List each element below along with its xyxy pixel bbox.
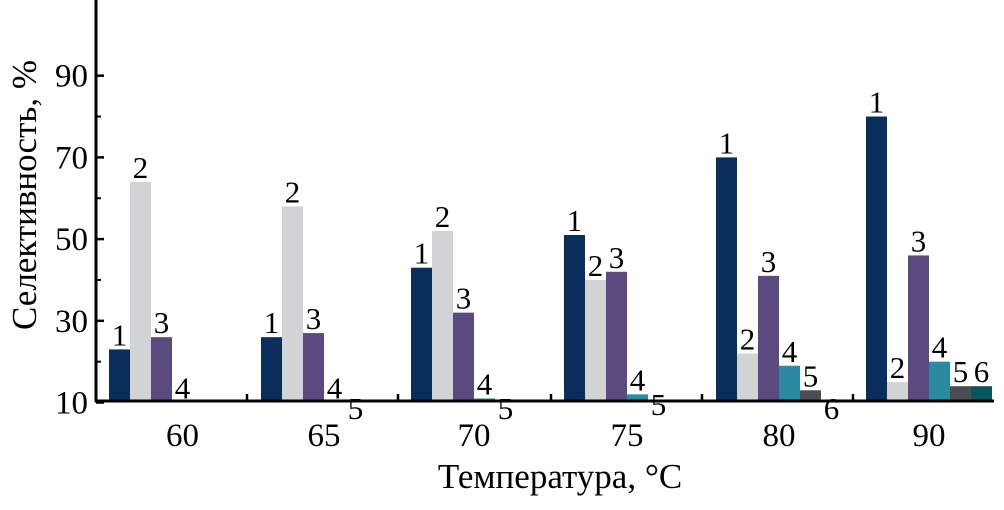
bar-label-series-4-80: 4 <box>782 334 798 369</box>
x-tick-label-90: 90 <box>913 418 946 454</box>
bar-label-series-4-75: 4 <box>630 362 646 397</box>
bar-label-series-1-75: 1 <box>567 203 583 238</box>
bar-label-series-3-60: 3 <box>154 305 170 340</box>
bar-label-series-5-65: 5 <box>348 391 364 426</box>
bar-series-2-80 <box>737 353 758 401</box>
bar-series-4-90 <box>929 361 950 401</box>
y-tick-label-50: 50 <box>55 222 88 258</box>
y-tick-label-30: 30 <box>55 304 88 340</box>
bar-label-series-5-90: 5 <box>953 354 969 389</box>
y-ticks-group: 10 30 50 70 90 <box>55 59 104 422</box>
bar-series-3-60 <box>151 337 172 401</box>
bar-label-series-6-80: 6 <box>824 391 840 426</box>
bar-label-series-4-90: 4 <box>932 330 948 365</box>
bar-series-2-75 <box>585 279 606 401</box>
bar-label-series-2-65: 2 <box>285 174 301 209</box>
y-tick-label-90: 90 <box>55 59 88 95</box>
bar-series-2-90 <box>887 382 908 401</box>
bar-label-series-2-80: 2 <box>740 322 756 357</box>
bar-label-series-2-75: 2 <box>588 248 604 283</box>
bar-series-3-90 <box>908 255 929 401</box>
bar-label-series-1-60: 1 <box>112 317 128 352</box>
bar-series-3-80 <box>758 275 779 401</box>
x-axis-title: Температура, °С <box>438 457 682 496</box>
bar-label-series-1-65: 1 <box>264 305 280 340</box>
bar-label-series-5-80: 5 <box>803 358 819 393</box>
bar-series-1-75 <box>564 235 585 401</box>
x-tick-label-70: 70 <box>458 418 491 454</box>
bar-series-2-60 <box>130 181 151 401</box>
bar-series-3-75 <box>606 271 627 401</box>
bar-label-series-1-70: 1 <box>414 236 430 271</box>
bar-label-series-4-65: 4 <box>327 371 343 406</box>
bar-series-1-60 <box>109 349 130 401</box>
x-tick-label-65: 65 <box>308 418 341 454</box>
bar-label-series-2-60: 2 <box>133 150 149 185</box>
bar-label-series-3-75: 3 <box>609 240 625 275</box>
bar-label-series-5-75: 5 <box>651 387 667 422</box>
bar-series-2-65 <box>282 206 303 401</box>
bar-label-series-2-90: 2 <box>890 350 906 385</box>
bar-label-series-4-60: 4 <box>175 371 191 406</box>
x-ticks-group: 60 65 70 75 80 90 <box>166 394 946 454</box>
bar-series-4-80 <box>779 365 800 401</box>
x-tick-label-60: 60 <box>166 418 199 454</box>
bar-label-series-4-70: 4 <box>477 366 493 401</box>
y-tick-label-10: 10 <box>55 386 88 422</box>
bar-series-6-90 <box>971 386 992 401</box>
bar-label-series-2-70: 2 <box>435 199 451 234</box>
bars-group <box>109 116 992 402</box>
x-tick-label-80: 80 <box>763 418 796 454</box>
bar-series-2-70 <box>432 230 453 401</box>
bar-label-series-3-70: 3 <box>456 281 472 316</box>
bar-series-4-75 <box>627 394 648 401</box>
x-tick-label-75: 75 <box>611 418 644 454</box>
y-tick-label-70: 70 <box>55 140 88 176</box>
bar-series-1-65 <box>261 337 282 401</box>
bar-label-series-3-80: 3 <box>761 244 777 279</box>
bar-label-series-5-70: 5 <box>498 391 514 426</box>
bar-series-1-70 <box>411 267 432 401</box>
bar-series-1-90 <box>866 116 887 402</box>
bar-label-series-1-80: 1 <box>719 125 735 160</box>
bar-label-series-6-90: 6 <box>974 354 990 389</box>
bar-series-1-80 <box>716 157 737 401</box>
bar-series-5-80 <box>800 390 821 401</box>
bar-label-series-3-90: 3 <box>911 223 927 258</box>
bar-series-5-90 <box>950 386 971 401</box>
bar-label-series-3-65: 3 <box>306 301 322 336</box>
bar-series-3-70 <box>453 312 474 401</box>
bar-series-3-65 <box>303 333 324 401</box>
bar-label-series-1-90: 1 <box>869 85 885 120</box>
y-axis-title: Селективность, % <box>5 60 44 330</box>
